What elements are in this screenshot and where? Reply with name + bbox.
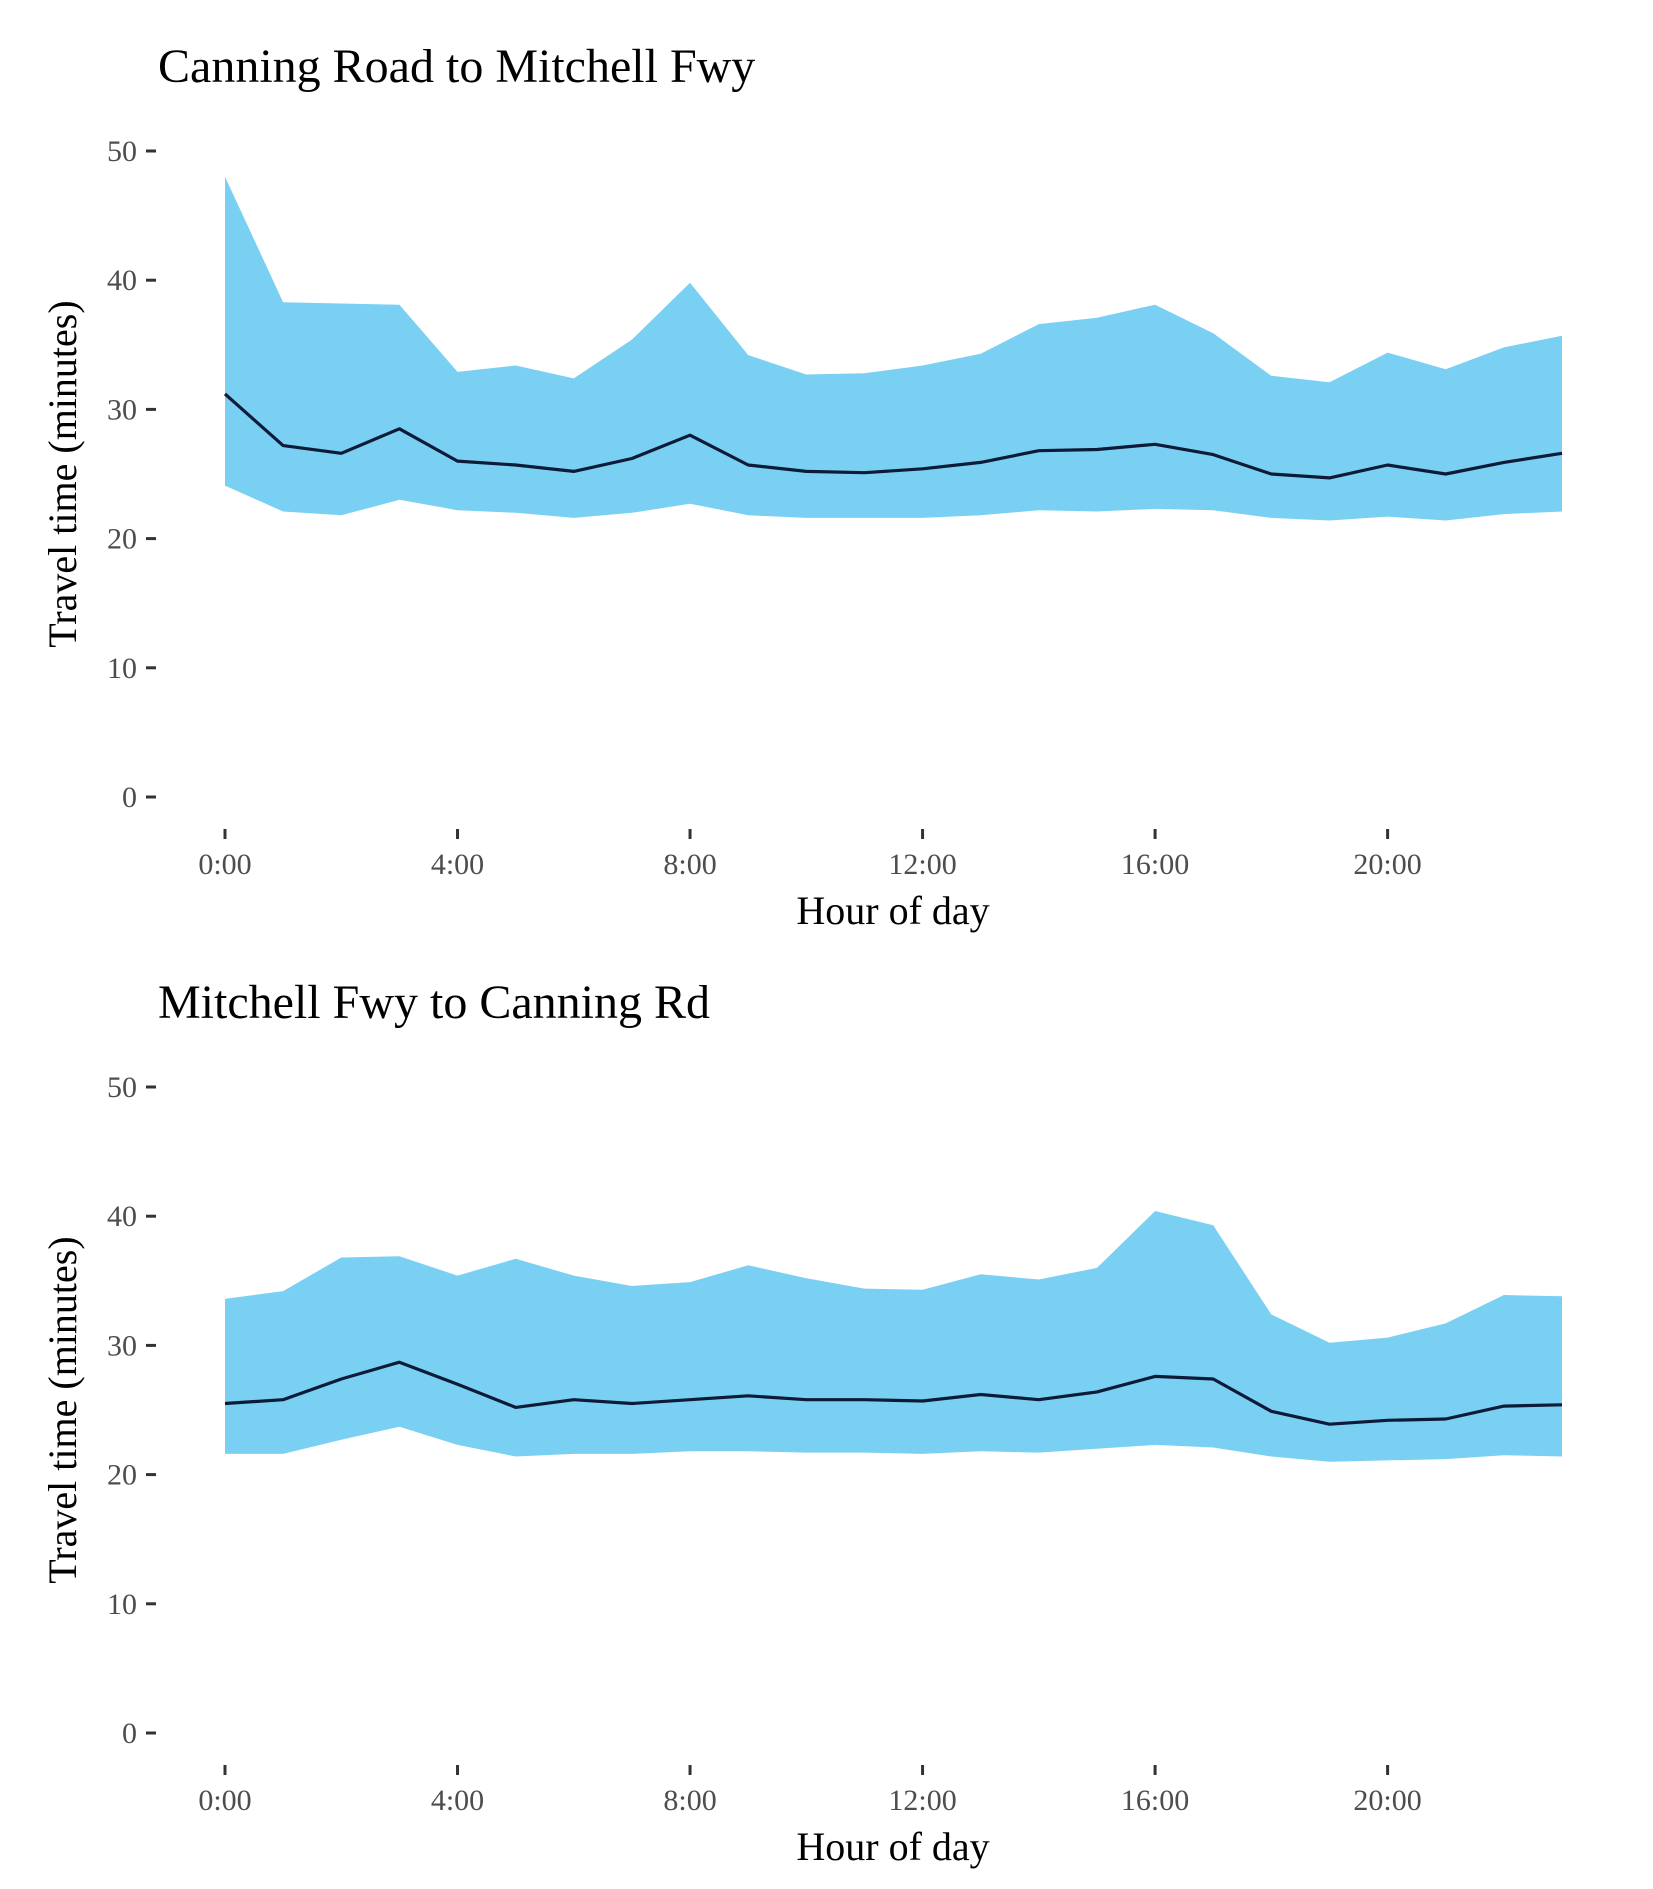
chart-title: Canning Road to Mitchell Fwy <box>158 40 755 93</box>
y-axis-title: Travel time (minutes) <box>40 300 85 647</box>
x-tick-label-8: 8:00 <box>663 1784 716 1817</box>
y-tick-label-30: 30 <box>107 1329 137 1362</box>
x-tick-label-0: 0:00 <box>198 1784 251 1817</box>
y-tick-label-20: 20 <box>107 523 137 556</box>
y-tick-label-20: 20 <box>107 1459 137 1492</box>
x-tick-label-20: 20:00 <box>1353 848 1421 881</box>
y-tick-label-0: 0 <box>122 1717 137 1750</box>
y-axis-title: Travel time (minutes) <box>40 1236 85 1583</box>
x-tick-label-4: 4:00 <box>431 1784 484 1817</box>
x-tick-label-4: 4:00 <box>431 848 484 881</box>
y-tick-label-40: 40 <box>107 1200 137 1233</box>
x-tick-label-20: 20:00 <box>1353 1784 1421 1817</box>
chart-title: Mitchell Fwy to Canning Rd <box>158 976 710 1029</box>
band-area <box>225 176 1562 521</box>
y-tick-label-0: 0 <box>122 781 137 814</box>
x-axis-title: Hour of day <box>796 888 989 933</box>
x-tick-label-16: 16:00 <box>1121 848 1189 881</box>
median-line <box>223 392 1563 480</box>
x-axis-title: Hour of day <box>796 1824 989 1869</box>
y-tick-label-30: 30 <box>107 393 137 426</box>
band-area <box>225 1211 1562 1462</box>
x-tick-label-12: 12:00 <box>888 848 956 881</box>
x-tick-label-8: 8:00 <box>663 848 716 881</box>
x-tick-label-0: 0:00 <box>198 848 251 881</box>
x-tick-label-12: 12:00 <box>888 1784 956 1817</box>
y-tick-label-40: 40 <box>107 264 137 297</box>
chart-panel-2: Mitchell Fwy to Canning Rd 0 10 20 30 40 50 0:0… <box>40 976 1563 1869</box>
chart-panel-1: Canning Road to Mitchell Fwy 0 10 20 30 40 50 0… <box>40 40 1563 933</box>
x-tick-label-16: 16:00 <box>1121 1784 1189 1817</box>
y-tick-label-50: 50 <box>107 1071 137 1104</box>
y-tick-label-10: 10 <box>107 652 137 685</box>
y-tick-label-50: 50 <box>107 135 137 168</box>
median-line <box>224 1360 1563 1426</box>
y-tick-label-10: 10 <box>107 1588 137 1621</box>
